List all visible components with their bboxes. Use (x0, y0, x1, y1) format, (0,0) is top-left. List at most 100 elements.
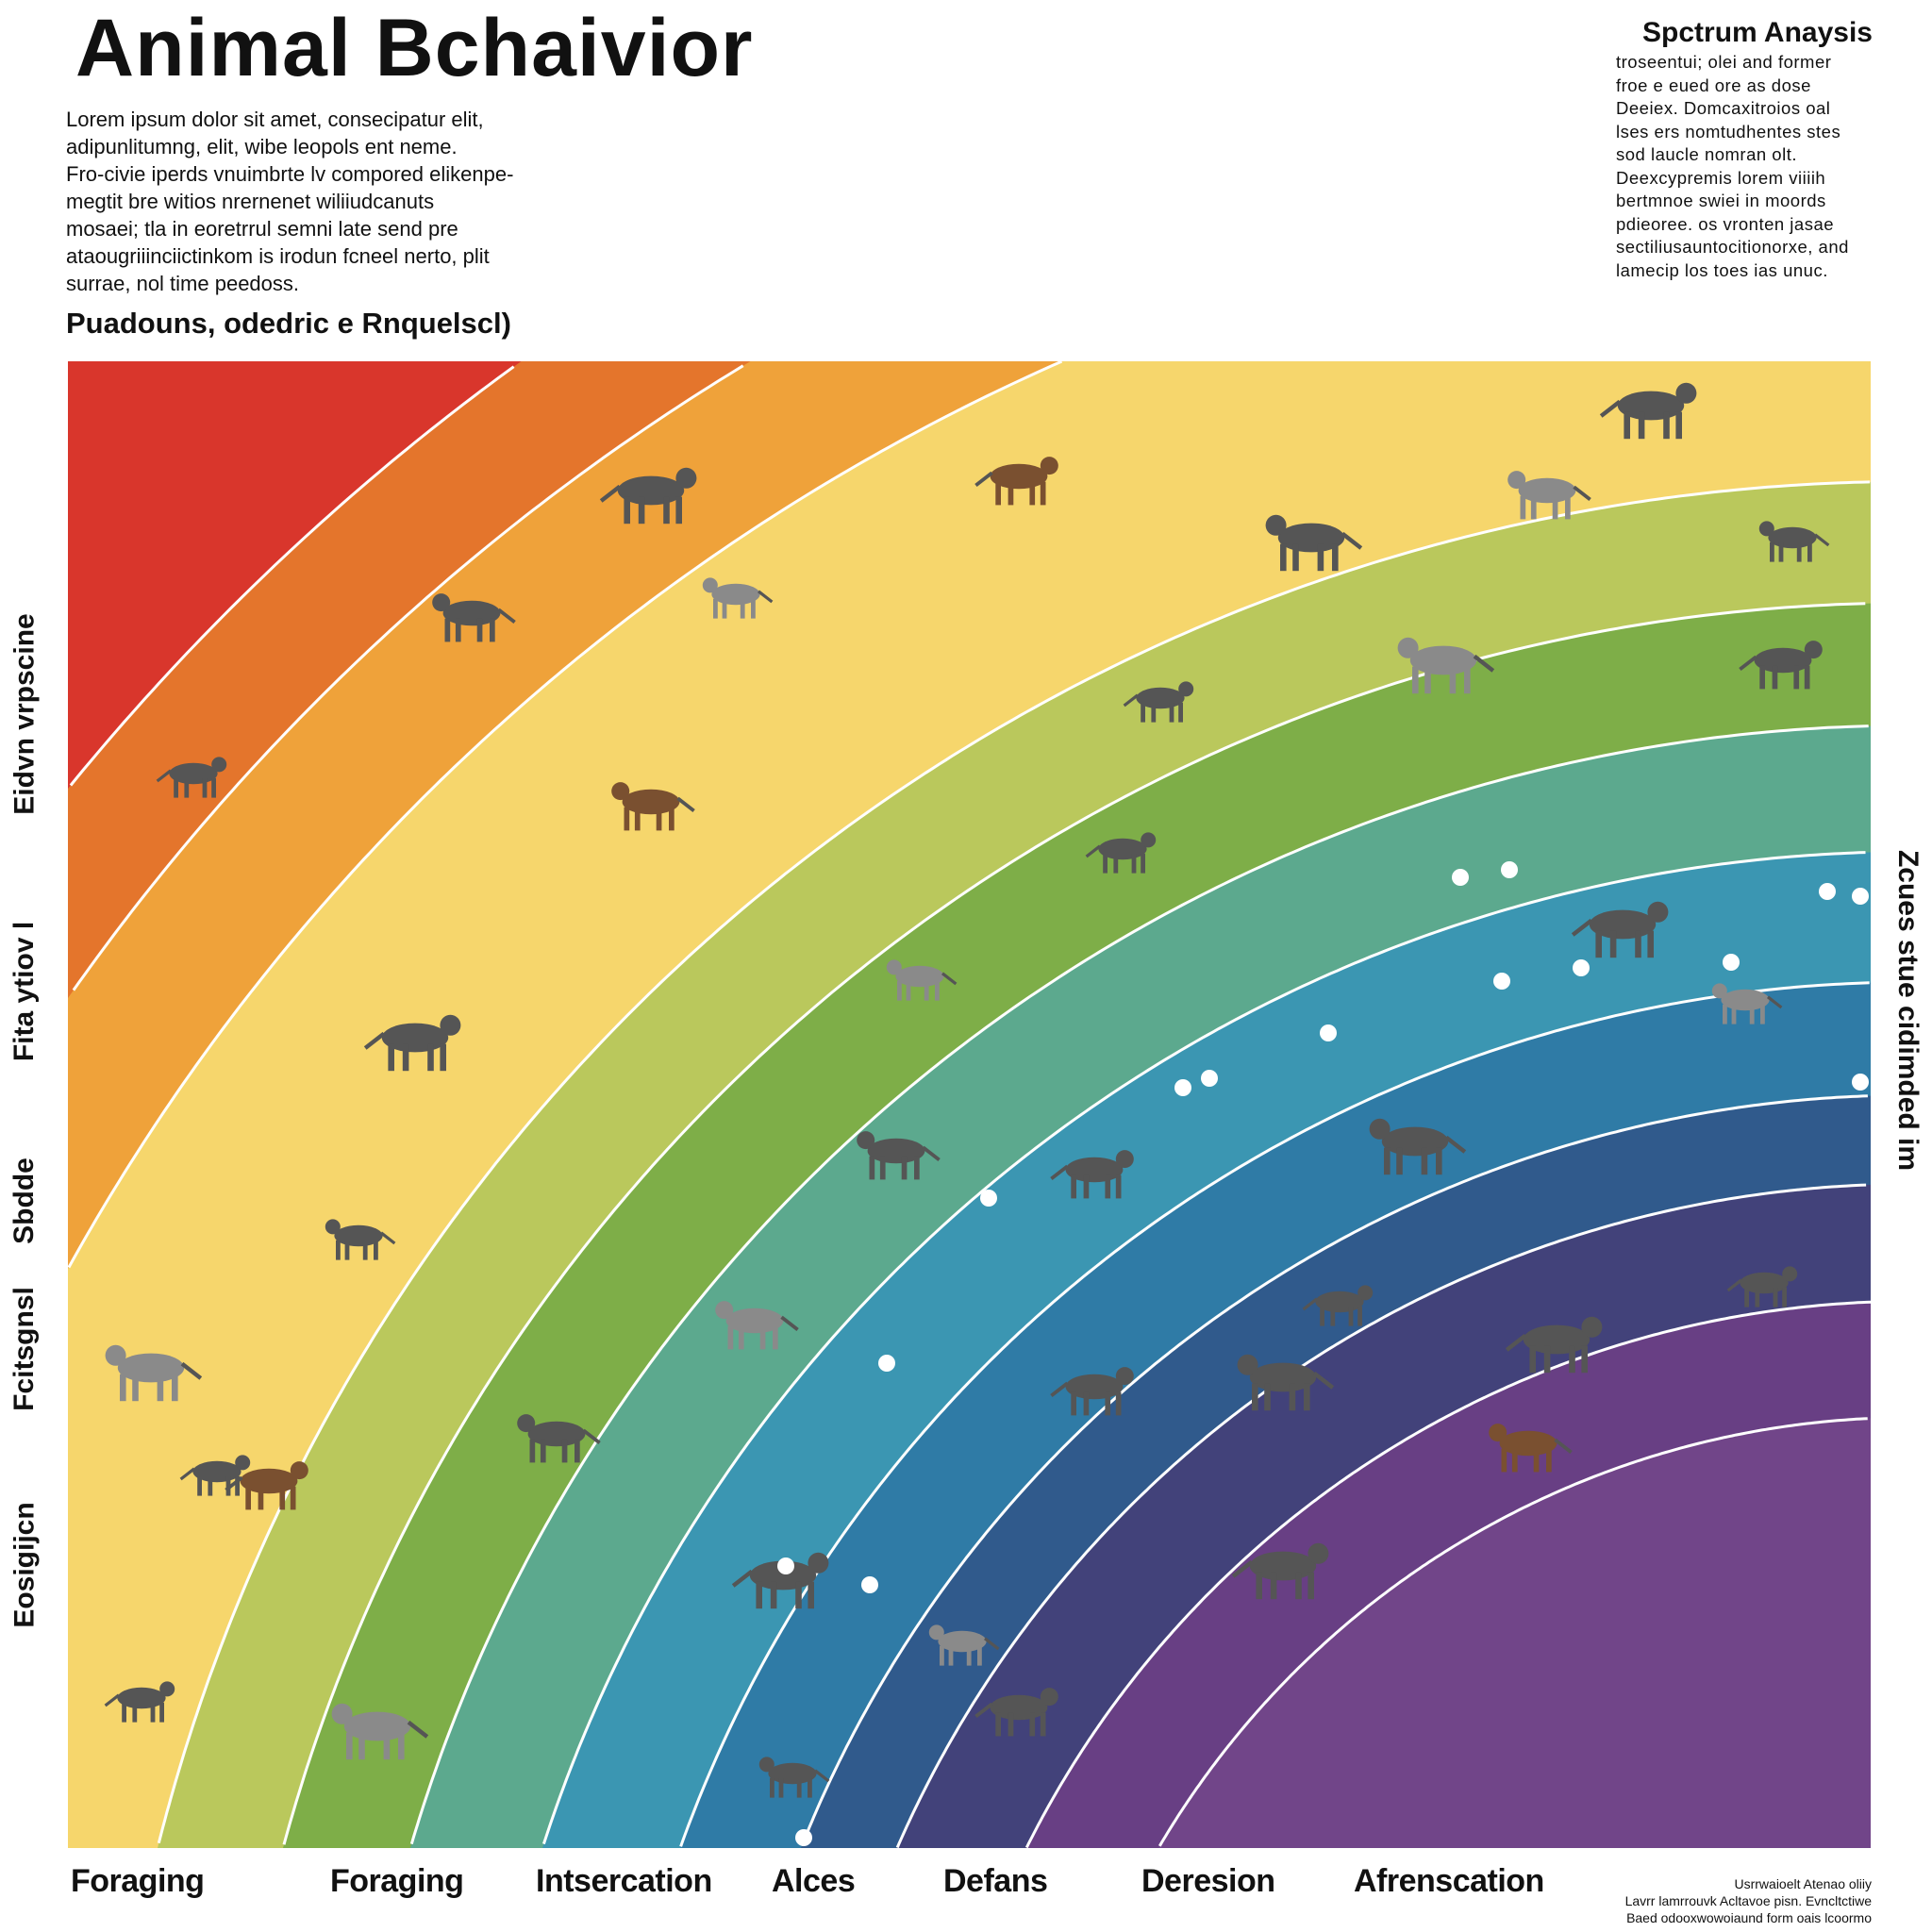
animal-silhouette-icon (1085, 832, 1157, 874)
animal-silhouette-icon (325, 1219, 396, 1260)
y-label: Sbdde (8, 1158, 40, 1244)
footnote-line: Lavrr lamrrouvk Acltavoe pisn. Evncltcti… (1624, 1893, 1872, 1908)
side-panel-title: Spctrum Anaysis (1642, 17, 1873, 48)
marker-dot (1452, 869, 1469, 886)
band-boundary-line (409, 724, 1869, 1845)
marker-group (777, 861, 1869, 1846)
side-line: sod laucle nomran olt. (1616, 144, 1797, 164)
side-line: Deeiex. Domcaxitroios oal (1616, 98, 1831, 118)
animal-silhouette-icon (974, 457, 1058, 506)
marker-dot (795, 1829, 812, 1846)
subtitle: Puadouns, odedric e Rnquelscl) (66, 307, 511, 340)
animal-silhouette-icon (1726, 1266, 1798, 1307)
animal-silhouette-icon (1758, 521, 1830, 562)
y-label: Eosigijcn (8, 1502, 41, 1628)
animal-silhouette-icon (105, 1344, 203, 1402)
footnote-line: Baed odooxwowoiaund form oais lcoormo (1626, 1910, 1872, 1925)
animal-silhouette-icon (1739, 641, 1823, 690)
side-line: froe e eued ore as dose (1616, 75, 1811, 95)
animal-silhouette-icon (702, 577, 774, 619)
marker-dot (1819, 883, 1836, 900)
intro-line: mosaei; tla in eoretrrul semni late send… (66, 217, 458, 241)
animal-silhouette-icon (1505, 1316, 1603, 1374)
footnote: Usrrwaioelt Atenao oliiy Lavrr lamrrouvk… (1570, 1875, 1872, 1926)
marker-dot (1501, 861, 1518, 878)
intro-line: adipunlitumng, elit, wibe leopols ent ne… (66, 135, 458, 158)
band-boundary-line (541, 851, 1866, 1845)
intro-line: Fro-civie iperds vnuimbrte lv compored e… (66, 162, 514, 186)
y-label: Fita ytiov l (8, 921, 41, 1062)
animal-silhouette-icon (857, 1131, 941, 1180)
band-boundary-line (69, 365, 515, 787)
right-axis-label: Zcues stue cidimded im (1892, 849, 1924, 1172)
side-line: sectiliusauntocitionorxe, and (1616, 237, 1849, 257)
x-label: Foraging (330, 1863, 464, 1899)
band-12 (1158, 1418, 1871, 1848)
side-line: lamecip los toes ias unuc. (1616, 259, 1828, 280)
animal-silhouette-icon (1489, 1424, 1573, 1473)
animal-silhouette-icon (1231, 1542, 1329, 1600)
band-boundary-line (679, 981, 1870, 1847)
x-label: Intsercation (536, 1863, 712, 1899)
marker-dot (1573, 959, 1590, 976)
side-panel-body: troseentui; olei and former froe e eued … (1616, 51, 1873, 282)
marker-dot (1723, 954, 1740, 971)
animal-silhouette-icon (1265, 514, 1363, 572)
marker-dot (1320, 1024, 1337, 1041)
band-boundary-line (800, 1094, 1868, 1847)
side-panel: Spctrum Anaysis troseentui; olei and for… (1616, 17, 1873, 282)
animal-silhouette-icon (179, 1455, 251, 1496)
animal-silhouette-icon (1302, 1285, 1374, 1326)
animal-silhouette-icon (517, 1414, 601, 1463)
animal-silhouette-icon (363, 1014, 461, 1072)
animal-silhouette-icon (758, 1757, 830, 1798)
marker-dot (1852, 888, 1869, 905)
side-line: lses ers nomtudhentes stes (1616, 121, 1841, 142)
marker-dot (1201, 1070, 1218, 1087)
x-label: Afrenscation (1354, 1863, 1544, 1899)
animal-silhouette-icon (928, 1624, 1000, 1666)
band-group (67, 359, 1872, 1849)
side-line: Deexcypremis lorem viiiih (1616, 167, 1826, 188)
marker-dot (878, 1355, 895, 1372)
animal-silhouette-icon (1050, 1367, 1134, 1416)
animal-silhouette-icon (104, 1681, 175, 1723)
band-boundary-line (1158, 1417, 1868, 1847)
intro-paragraph: Lorem ipsum dolor sit amet, consecipatur… (66, 106, 594, 297)
animal-silhouette-icon (974, 1688, 1058, 1737)
y-label: Eidvn vrpscine (8, 613, 41, 815)
marker-dot (1174, 1079, 1191, 1096)
band-boundary-line (72, 364, 744, 991)
marker-dot (777, 1557, 794, 1574)
animal-silhouette-icon (599, 467, 697, 525)
animal-silhouette-icon (1397, 637, 1495, 694)
footnote-line: Usrrwaioelt Atenao oliiy (1734, 1876, 1872, 1891)
animal-silhouette-icon (1369, 1118, 1467, 1175)
animal-silhouette-icon (1237, 1354, 1335, 1411)
intro-line: Lorem ipsum dolor sit amet, consecipatur… (66, 108, 484, 131)
animal-silhouette-icon (1711, 983, 1783, 1024)
animal-silhouette-icon (1571, 901, 1669, 958)
intro-line: ataougriiinciictinkom is irodun fcneel n… (66, 244, 490, 268)
side-line: troseentui; olei and former (1616, 52, 1832, 72)
animal-group (104, 382, 1830, 1798)
x-label: Alces (772, 1863, 856, 1899)
side-line: pdieoree. os vronten jasae (1616, 213, 1835, 234)
marker-dot (1493, 973, 1510, 990)
band-boundary-line (67, 359, 1063, 1269)
animal-silhouette-icon (156, 757, 227, 798)
page-title: Animal Bchaivior (75, 3, 754, 93)
animal-silhouette-icon (331, 1703, 429, 1760)
x-label: Deresion (1141, 1863, 1275, 1899)
animal-silhouette-icon (886, 959, 958, 1001)
animal-silhouette-icon (731, 1552, 829, 1609)
band-boundary-line (282, 602, 1866, 1845)
animal-silhouette-icon (715, 1301, 799, 1350)
animal-silhouette-icon (1507, 471, 1591, 520)
band-boundary-line (1024, 1300, 1872, 1849)
intro-line: surrae, nol time peedoss. (66, 272, 300, 295)
marker-dot (980, 1190, 997, 1207)
animal-silhouette-icon (1123, 681, 1194, 723)
y-label: Fcitsgnsl (8, 1287, 40, 1411)
